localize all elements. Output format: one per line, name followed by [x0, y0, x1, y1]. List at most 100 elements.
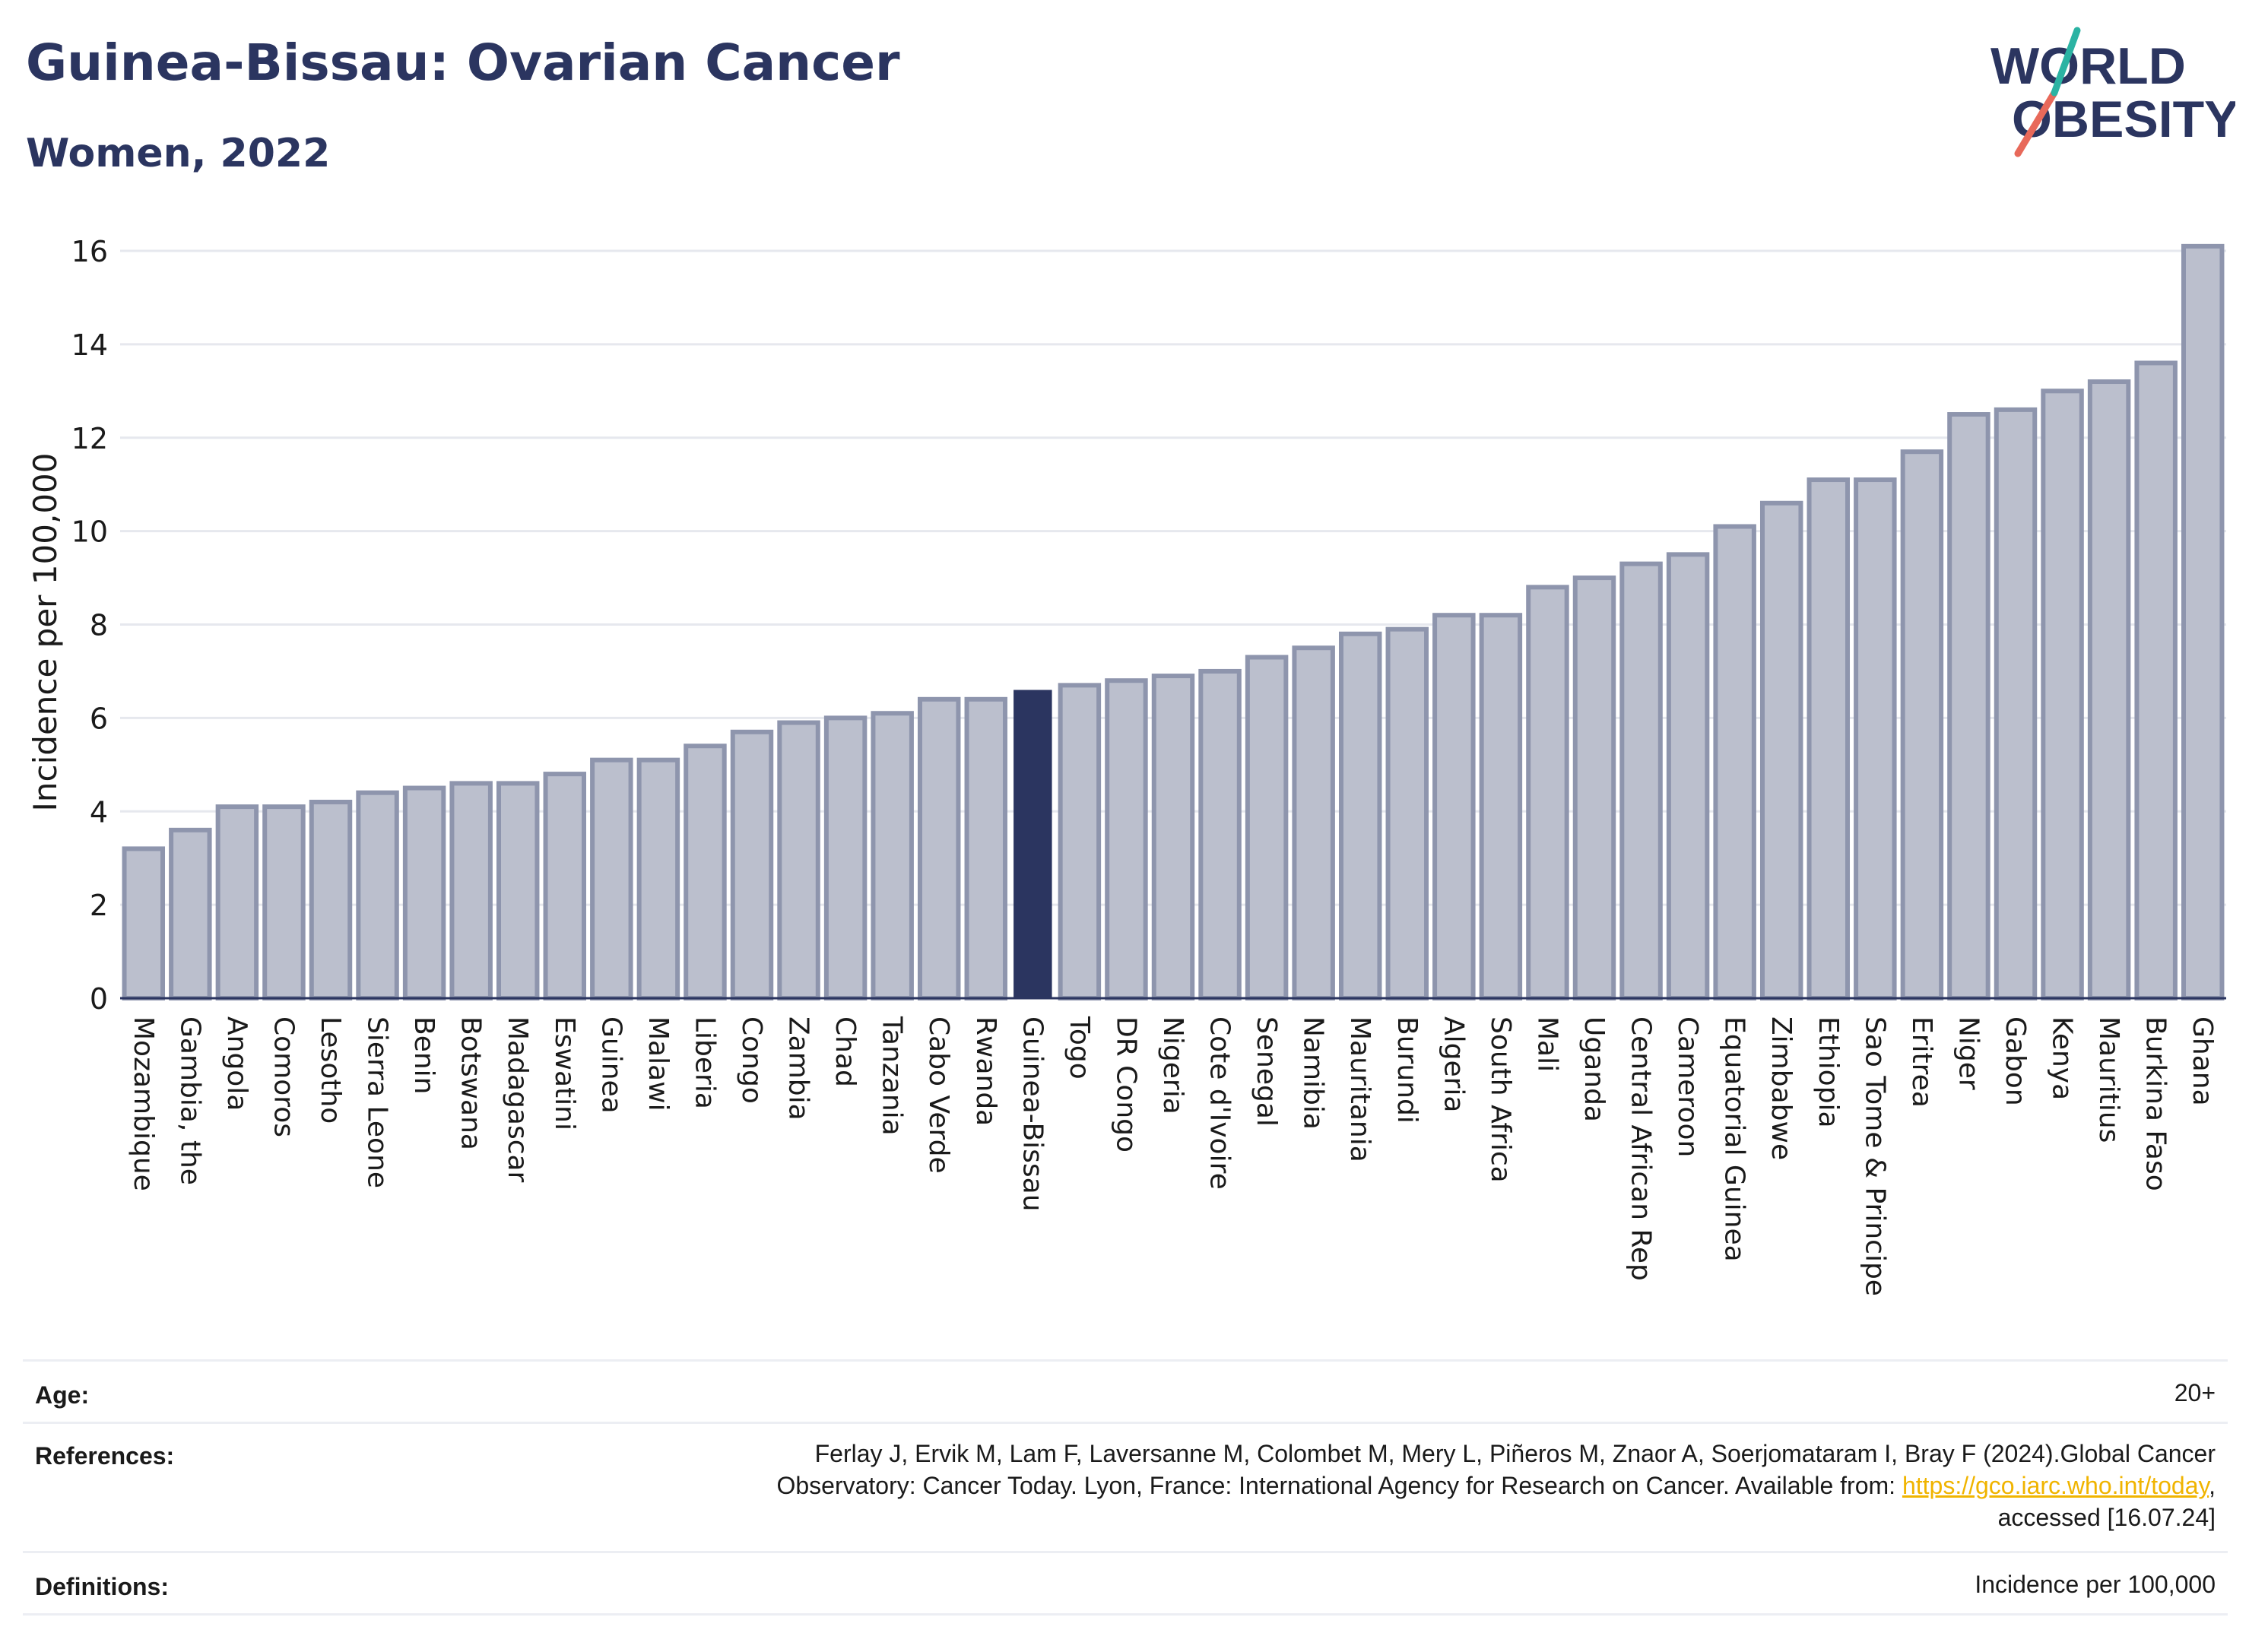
- y-tick-label: 16: [71, 235, 108, 268]
- x-tick-label: Ghana: [2187, 1016, 2218, 1106]
- bar-44: [2181, 243, 2225, 1000]
- bar-19: [1013, 690, 1052, 998]
- x-tick-label: South Africa: [1485, 1016, 1516, 1183]
- page-subtitle: Women, 2022: [26, 131, 331, 176]
- logo-slash-red: [2014, 89, 2058, 157]
- x-tick-label: Mauritius: [2093, 1016, 2124, 1143]
- age-label: Age:: [35, 1381, 90, 1409]
- bar-40: [1994, 407, 2038, 1000]
- x-tick-label: DR Congo: [1110, 1016, 1141, 1153]
- logo-slash-teal: [2051, 27, 2081, 97]
- bar-14: [777, 720, 820, 1000]
- x-tick-label: Guinea: [595, 1016, 626, 1114]
- definitions-label: Definitions:: [35, 1573, 169, 1600]
- x-tick-label: Madagascar: [502, 1016, 533, 1183]
- x-tick-label: Cote d'Ivoire: [1204, 1016, 1236, 1190]
- x-tick-label: Togo: [1064, 1016, 1095, 1080]
- x-tick-label: Burundi: [1391, 1016, 1423, 1124]
- x-tick-label: Benin: [408, 1016, 439, 1094]
- x-tick-label: Guinea-Bissau: [1017, 1016, 1048, 1212]
- y-tick-label: 14: [71, 328, 108, 362]
- x-tick-label: Liberia: [689, 1016, 720, 1109]
- bar-23: [1198, 668, 1242, 1000]
- definitions-value: Incidence per 100,000: [1975, 1571, 2216, 1598]
- references-line-2-text: Observatory: Cancer Today. Lyon, France:…: [776, 1472, 1902, 1499]
- x-tick-label: Niger: [1952, 1016, 1984, 1090]
- bar-1: [169, 827, 212, 1000]
- x-tick-label: Eswatini: [549, 1016, 580, 1130]
- bar-22: [1151, 674, 1195, 1000]
- bar-42: [2087, 379, 2131, 1000]
- y-tick-label: 2: [90, 889, 108, 922]
- x-tick-label: Angola: [221, 1016, 252, 1111]
- x-tick-label: Senegal: [1251, 1016, 1282, 1127]
- x-tick-label: Malawi: [642, 1016, 674, 1111]
- y-tick-label: 6: [90, 702, 108, 735]
- bar-38: [1900, 449, 1944, 1000]
- age-value: 20+: [2174, 1379, 2216, 1406]
- x-tick-label: Mali: [1531, 1016, 1562, 1072]
- references-line-2-comma: ,: [2209, 1472, 2216, 1499]
- page-title: Guinea-Bissau: Ovarian Cancer: [26, 33, 900, 92]
- bar-29: [1479, 613, 1523, 1001]
- bar-6: [402, 785, 446, 1000]
- bar-31: [1572, 576, 1616, 1000]
- x-tick-label: Zambia: [783, 1016, 814, 1121]
- x-tick-label: Mauritania: [1344, 1016, 1375, 1162]
- world-obesity-logo: WORLD OBESITY: [1990, 27, 2235, 157]
- x-tick-label: Uganda: [1578, 1016, 1610, 1122]
- bar-27: [1385, 626, 1429, 1000]
- y-tick-label: 0: [90, 982, 108, 1016]
- bar-10: [590, 757, 633, 1000]
- bar-15: [823, 715, 868, 1000]
- bar-8: [496, 781, 540, 1000]
- references-link[interactable]: https://gco.iarc.who.int/today: [1902, 1472, 2209, 1499]
- references-line-2: Observatory: Cancer Today. Lyon, France:…: [776, 1470, 2216, 1501]
- x-tick-label: Mozambique: [128, 1016, 159, 1191]
- bar-18: [964, 696, 1008, 1000]
- x-tick-label: Ethiopia: [1813, 1016, 1844, 1128]
- bar-43: [2134, 360, 2178, 1000]
- references-label: References:: [35, 1442, 175, 1470]
- definitions-row: Definitions: Incidence per 100,000: [23, 1551, 2228, 1616]
- y-tick-label: 8: [90, 609, 108, 642]
- bar-24: [1245, 655, 1289, 1000]
- bar-32: [1619, 561, 1663, 1000]
- bar-21: [1105, 678, 1148, 1000]
- bar-3: [262, 804, 306, 1000]
- age-row: Age: 20+: [23, 1359, 2228, 1424]
- bar-13: [730, 729, 774, 1001]
- x-tick-label: Sierra Leone: [362, 1016, 393, 1188]
- x-tick-label: Kenya: [2047, 1016, 2078, 1100]
- x-tick-label: Gambia, the: [174, 1016, 205, 1185]
- logo-word-1: WORLD: [1990, 37, 2186, 95]
- y-tick-label: 10: [71, 515, 108, 549]
- references-row: References: Ferlay J, Ervik M, Lam F, La…: [23, 1422, 2228, 1553]
- x-tick-label: Zimbabwe: [1765, 1016, 1797, 1160]
- x-tick-label: Eritrea: [1906, 1016, 1937, 1108]
- bar-5: [356, 790, 399, 1001]
- x-tick-label: Comoros: [268, 1016, 299, 1137]
- x-tick-label: Cameroon: [1672, 1016, 1703, 1157]
- x-tick-label: Algeria: [1438, 1016, 1469, 1113]
- bar-25: [1292, 645, 1335, 1000]
- x-tick-label: Namibia: [1298, 1016, 1329, 1130]
- bar-11: [636, 757, 680, 1000]
- x-tick-label: Central African Rep: [1626, 1016, 1657, 1281]
- bar-41: [2041, 388, 2084, 1000]
- x-tick-label: Sao Tome & Principe: [1859, 1016, 1890, 1296]
- bar-20: [1058, 683, 1102, 1001]
- bar-12: [684, 744, 727, 1000]
- x-tick-label: Cabo Verde: [923, 1016, 954, 1174]
- x-tick-label: Burkina Faso: [2140, 1016, 2171, 1191]
- y-tick-label: 12: [71, 422, 108, 455]
- y-tick-label: 4: [90, 795, 108, 829]
- x-tick-label: Lesotho: [315, 1016, 346, 1124]
- references-line-1: Ferlay J, Ervik M, Lam F, Laversanne M, …: [814, 1440, 2216, 1467]
- bar-7: [449, 781, 493, 1000]
- x-tick-label: Congo: [736, 1016, 767, 1104]
- bar-17: [917, 696, 961, 1000]
- x-tick-label: Chad: [829, 1016, 861, 1087]
- bar-39: [1947, 412, 1990, 1000]
- x-tick-label: Rwanda: [970, 1016, 1001, 1126]
